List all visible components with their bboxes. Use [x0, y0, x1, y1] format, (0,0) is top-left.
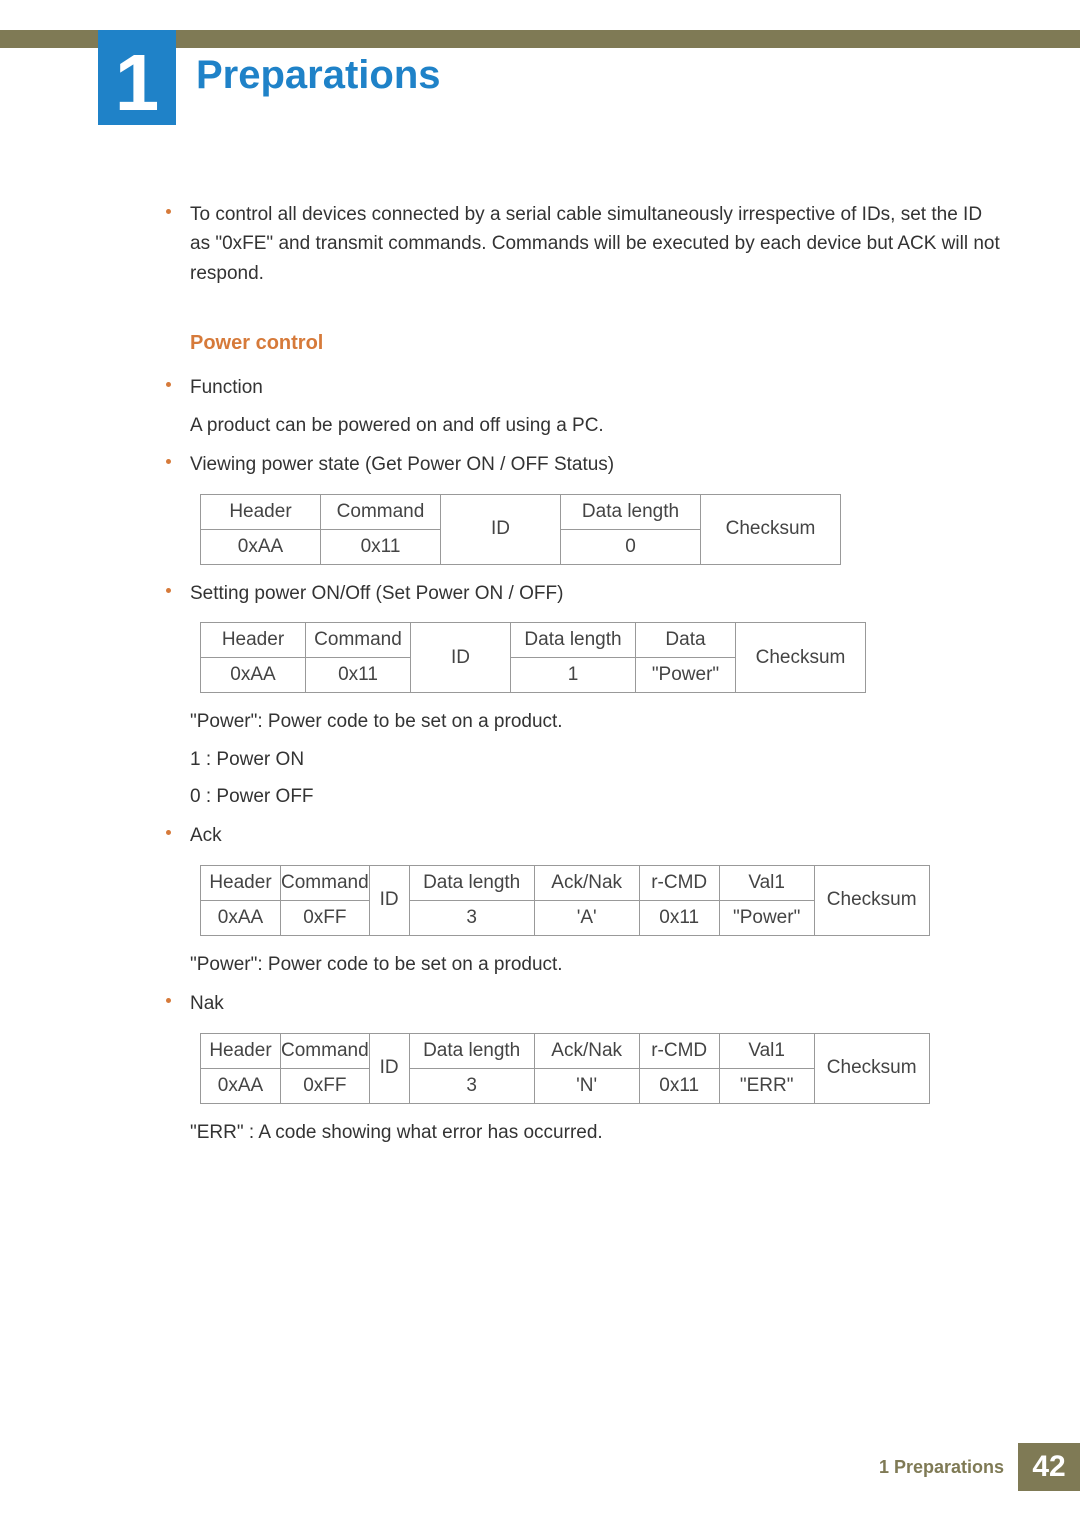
chapter-badge: 1: [98, 30, 176, 125]
table-cell: Data length: [561, 494, 701, 529]
table-cell: r-CMD: [639, 1033, 719, 1068]
table-cell: Command: [306, 623, 411, 658]
table-cell: Val1: [719, 1033, 814, 1068]
table-cell: Header: [201, 1033, 281, 1068]
table-cell: ID: [369, 865, 409, 935]
bullet-dot-icon: [166, 209, 171, 214]
table-cell: ID: [411, 623, 511, 693]
table-cell: Header: [201, 865, 281, 900]
table-cell: Ack/Nak: [534, 865, 639, 900]
bullet-dot-icon: [166, 998, 171, 1003]
table-cell: 0xAA: [201, 900, 281, 935]
function-desc: A product can be powered on and off usin…: [190, 411, 1000, 440]
setting-bullet: Setting power ON/Off (Set Power ON / OFF…: [190, 579, 1000, 812]
set-power-table: HeaderCommandIDData lengthDataChecksum 0x…: [200, 622, 866, 693]
page-number: 42: [1018, 1443, 1080, 1491]
table-cell: ID: [441, 494, 561, 564]
footer: 1 Preparations 42: [879, 1443, 1080, 1491]
intro-bullet: To control all devices connected by a se…: [190, 200, 1000, 288]
table-cell: 3: [409, 900, 534, 935]
table-cell: 'N': [534, 1068, 639, 1103]
viewing-bullet: Viewing power state (Get Power ON / OFF …: [190, 450, 1000, 564]
table-cell: Data length: [409, 865, 534, 900]
power-note: "Power": Power code to be set on a produ…: [190, 707, 1000, 736]
table-cell: Command: [281, 1033, 370, 1068]
table-cell: Checksum: [736, 623, 866, 693]
table-cell: ID: [369, 1033, 409, 1103]
table-cell: 1: [511, 658, 636, 693]
table-cell: "Power": [636, 658, 736, 693]
table-cell: Header: [201, 494, 321, 529]
table-cell: 0x11: [639, 900, 719, 935]
table-cell: 0: [561, 529, 701, 564]
viewing-label: Viewing power state (Get Power ON / OFF …: [190, 450, 1000, 479]
table-cell: 0x11: [321, 529, 441, 564]
bullet-dot-icon: [166, 588, 171, 593]
function-bullet: Function A product can be powered on and…: [190, 373, 1000, 440]
table-cell: Header: [201, 623, 306, 658]
nak-label: Nak: [190, 989, 1000, 1018]
table-cell: 3: [409, 1068, 534, 1103]
ack-label: Ack: [190, 821, 1000, 850]
bullet-dot-icon: [166, 382, 171, 387]
footer-text: 1 Preparations: [879, 1457, 1004, 1478]
get-power-table: HeaderCommandIDData lengthChecksum 0xAA0x…: [200, 494, 841, 565]
table-cell: r-CMD: [639, 865, 719, 900]
chapter-number: 1: [98, 43, 176, 123]
table-cell: Val1: [719, 865, 814, 900]
err-note: "ERR" : A code showing what error has oc…: [190, 1118, 1000, 1147]
table-cell: Data: [636, 623, 736, 658]
table-cell: Checksum: [814, 865, 929, 935]
table-cell: Checksum: [701, 494, 841, 564]
nak-bullet: Nak HeaderCommandIDData lengthAck/Nakr-C…: [190, 989, 1000, 1147]
table-cell: "ERR": [719, 1068, 814, 1103]
nak-table: HeaderCommandIDData lengthAck/Nakr-CMDVa…: [200, 1033, 930, 1104]
function-label: Function: [190, 373, 1000, 402]
table-cell: "Power": [719, 900, 814, 935]
ack-note: "Power": Power code to be set on a produ…: [190, 950, 1000, 979]
table-cell: 0xAA: [201, 1068, 281, 1103]
page-title: Preparations: [196, 53, 441, 98]
setting-label: Setting power ON/Off (Set Power ON / OFF…: [190, 579, 1000, 608]
table-cell: 0xFF: [281, 1068, 370, 1103]
bullet-dot-icon: [166, 459, 171, 464]
table-cell: 'A': [534, 900, 639, 935]
ack-table: HeaderCommandIDData lengthAck/Nakr-CMDVa…: [200, 865, 930, 936]
table-cell: Data length: [511, 623, 636, 658]
table-cell: 0x11: [306, 658, 411, 693]
bullet-dot-icon: [166, 830, 171, 835]
intro-text: To control all devices connected by a se…: [190, 200, 1000, 288]
table-cell: Ack/Nak: [534, 1033, 639, 1068]
content-area: To control all devices connected by a se…: [190, 192, 1000, 1157]
table-cell: 0x11: [639, 1068, 719, 1103]
table-cell: Command: [281, 865, 370, 900]
table-cell: Checksum: [814, 1033, 929, 1103]
table-cell: Data length: [409, 1033, 534, 1068]
section-title: Power control: [190, 332, 1000, 355]
table-cell: 0xAA: [201, 658, 306, 693]
ack-bullet: Ack HeaderCommandIDData lengthAck/Nakr-C…: [190, 821, 1000, 979]
power-off-note: 0 : Power OFF: [190, 782, 1000, 811]
table-cell: Command: [321, 494, 441, 529]
table-cell: 0xFF: [281, 900, 370, 935]
power-on-note: 1 : Power ON: [190, 745, 1000, 774]
table-cell: 0xAA: [201, 529, 321, 564]
